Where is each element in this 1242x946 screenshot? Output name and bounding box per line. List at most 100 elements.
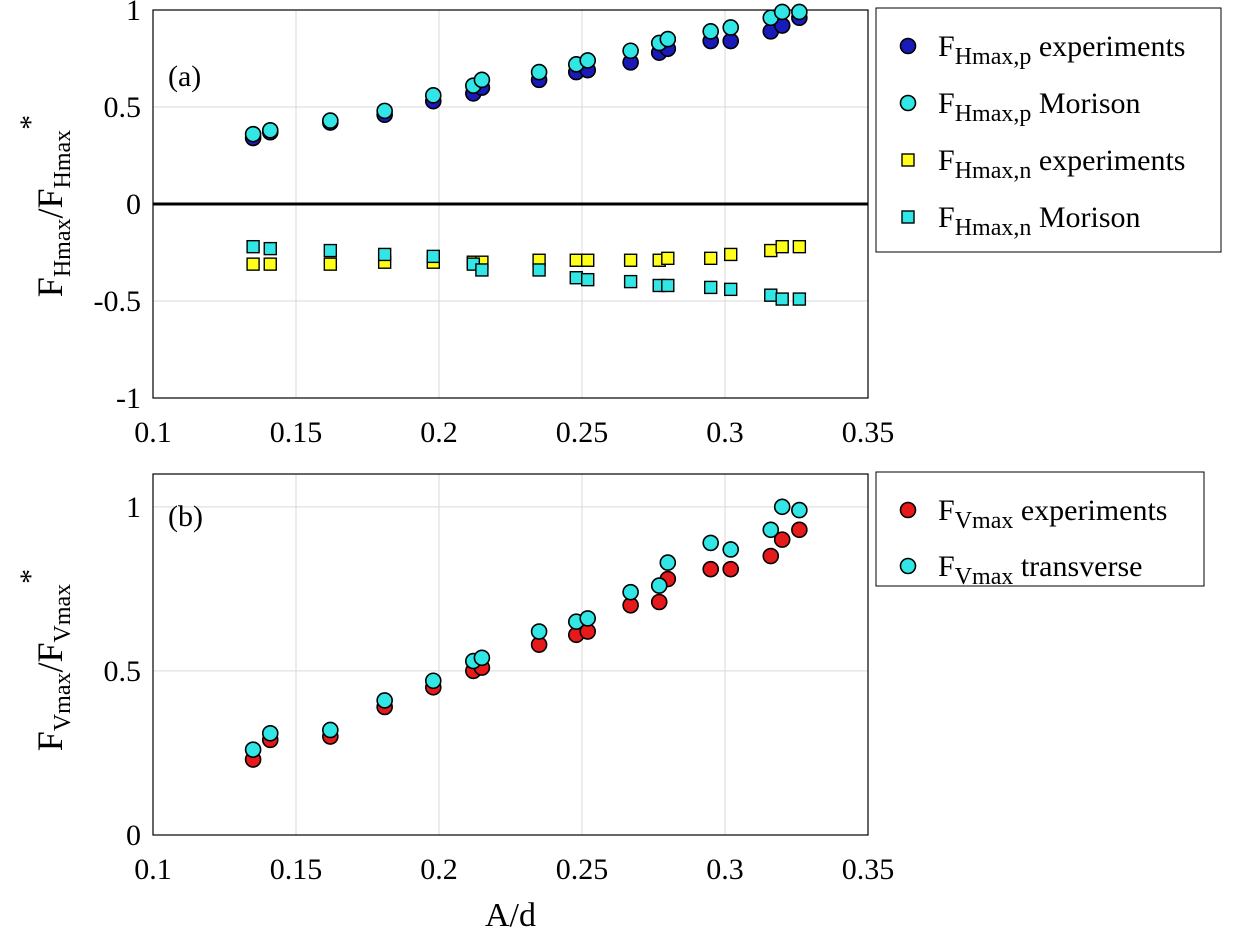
data-point (323, 243, 338, 258)
data-point (704, 280, 718, 295)
y-tick-label: 0 (126, 819, 141, 852)
panel-label: (a) (168, 60, 201, 93)
data-point (773, 3, 791, 21)
data-point (775, 292, 789, 306)
x-tick-label: 0.25 (556, 416, 609, 449)
panel-a: 0.1 0.15 0.2 0.25 0.3 0.35 -1 -0.5 0 0.5 1 (a) FHmax… (14, 0, 1222, 449)
data-point (261, 724, 279, 742)
y-tick-label: 0.5 (104, 655, 142, 688)
data-point (661, 278, 675, 293)
data-point (764, 288, 778, 302)
data-point (724, 282, 738, 297)
data-point (775, 239, 789, 254)
x-tick-label: 0.1 (134, 416, 172, 449)
data-point (659, 554, 677, 571)
data-point (569, 271, 583, 285)
data-point (702, 560, 720, 578)
legend-entry-label: FVmax experiments (938, 494, 1167, 534)
data-point (722, 19, 740, 36)
data-point (579, 610, 597, 627)
data-point (762, 547, 780, 565)
y-tick-label: 0.5 (104, 91, 142, 124)
data-point (650, 593, 668, 611)
legend-entry-label: FHmax,p Morison (938, 87, 1141, 127)
legend-marker (899, 94, 917, 112)
data-point (702, 23, 720, 40)
data-point (702, 534, 720, 552)
legend-marker (899, 501, 917, 519)
legend-marker (899, 557, 917, 575)
data-point (473, 71, 491, 89)
data-point (659, 30, 677, 48)
legend-marker (899, 37, 917, 55)
panel-label: (b) (168, 500, 203, 533)
data-point (261, 121, 279, 139)
plot-area-frame (152, 9, 869, 399)
legend-marker (901, 210, 915, 224)
legend: FHmax,p experiments FHmax,p Morison FHmax,… (875, 7, 1222, 253)
data-point (424, 672, 442, 690)
data-point (722, 541, 740, 558)
x-axis-label: A/d (485, 897, 536, 934)
data-point (244, 741, 262, 758)
series-1 (244, 3, 808, 143)
data-point (246, 257, 260, 271)
data-point (724, 247, 738, 262)
x-tick-label: 0.15 (270, 853, 323, 886)
x-tick-label: 0.1 (134, 853, 172, 886)
data-point (722, 560, 740, 578)
data-point (792, 239, 807, 254)
legend-entry-label: FHmax,n Morison (938, 201, 1141, 241)
data-point (322, 721, 339, 739)
data-point (791, 521, 808, 539)
data-point (764, 243, 778, 258)
data-point (377, 247, 392, 262)
data-point (475, 263, 489, 277)
data-point (244, 125, 262, 143)
data-point (791, 501, 808, 519)
data-point (623, 253, 638, 267)
data-point (376, 102, 393, 120)
x-tick-label: 0.35 (842, 853, 895, 886)
data-point (661, 251, 675, 266)
data-point (530, 623, 548, 640)
x-tick-label: 0.3 (706, 416, 744, 449)
data-point (622, 42, 639, 60)
series-1 (244, 498, 808, 758)
data-point (762, 521, 780, 539)
legend-frame (875, 471, 1205, 587)
panel-b: 0.1 0.15 0.2 0.25 0.3 0.35 0 0.5 1 (b) FVmax/FVmax… (14, 471, 1205, 934)
legend: FVmax experiments FVmax transverse (875, 471, 1205, 590)
legend-frame (875, 7, 1222, 253)
legend-marker (901, 153, 915, 167)
data-point (424, 87, 442, 104)
series-3 (246, 239, 807, 306)
plot-area-frame (152, 473, 869, 836)
data-point (722, 32, 740, 50)
data-point (569, 253, 583, 267)
y-tick-label: -1 (116, 382, 141, 415)
y-axis-label: FHmax/FHmax* (14, 115, 76, 297)
data-point (323, 257, 338, 271)
y-tick-label: 1 (126, 491, 141, 524)
data-point (704, 251, 718, 266)
y-axis-label: FVmax/FVmax* (14, 569, 76, 751)
data-point (246, 239, 260, 254)
data-point (263, 257, 277, 271)
data-point (773, 498, 791, 516)
data-point (650, 577, 668, 594)
data-point (579, 52, 597, 69)
data-point (426, 249, 440, 264)
x-tick-label: 0.2 (420, 416, 458, 449)
data-point (623, 274, 638, 289)
data-point (322, 112, 339, 129)
x-tick-label: 0.2 (420, 853, 458, 886)
data-point (530, 63, 548, 81)
data-point (473, 649, 491, 667)
y-tick-label: -0.5 (94, 285, 142, 318)
x-tick-label: 0.15 (270, 416, 323, 449)
data-point (376, 692, 393, 709)
legend-entry-label: FHmax,n experiments (938, 144, 1185, 184)
x-tick-label: 0.35 (842, 416, 895, 449)
data-point (581, 272, 595, 287)
